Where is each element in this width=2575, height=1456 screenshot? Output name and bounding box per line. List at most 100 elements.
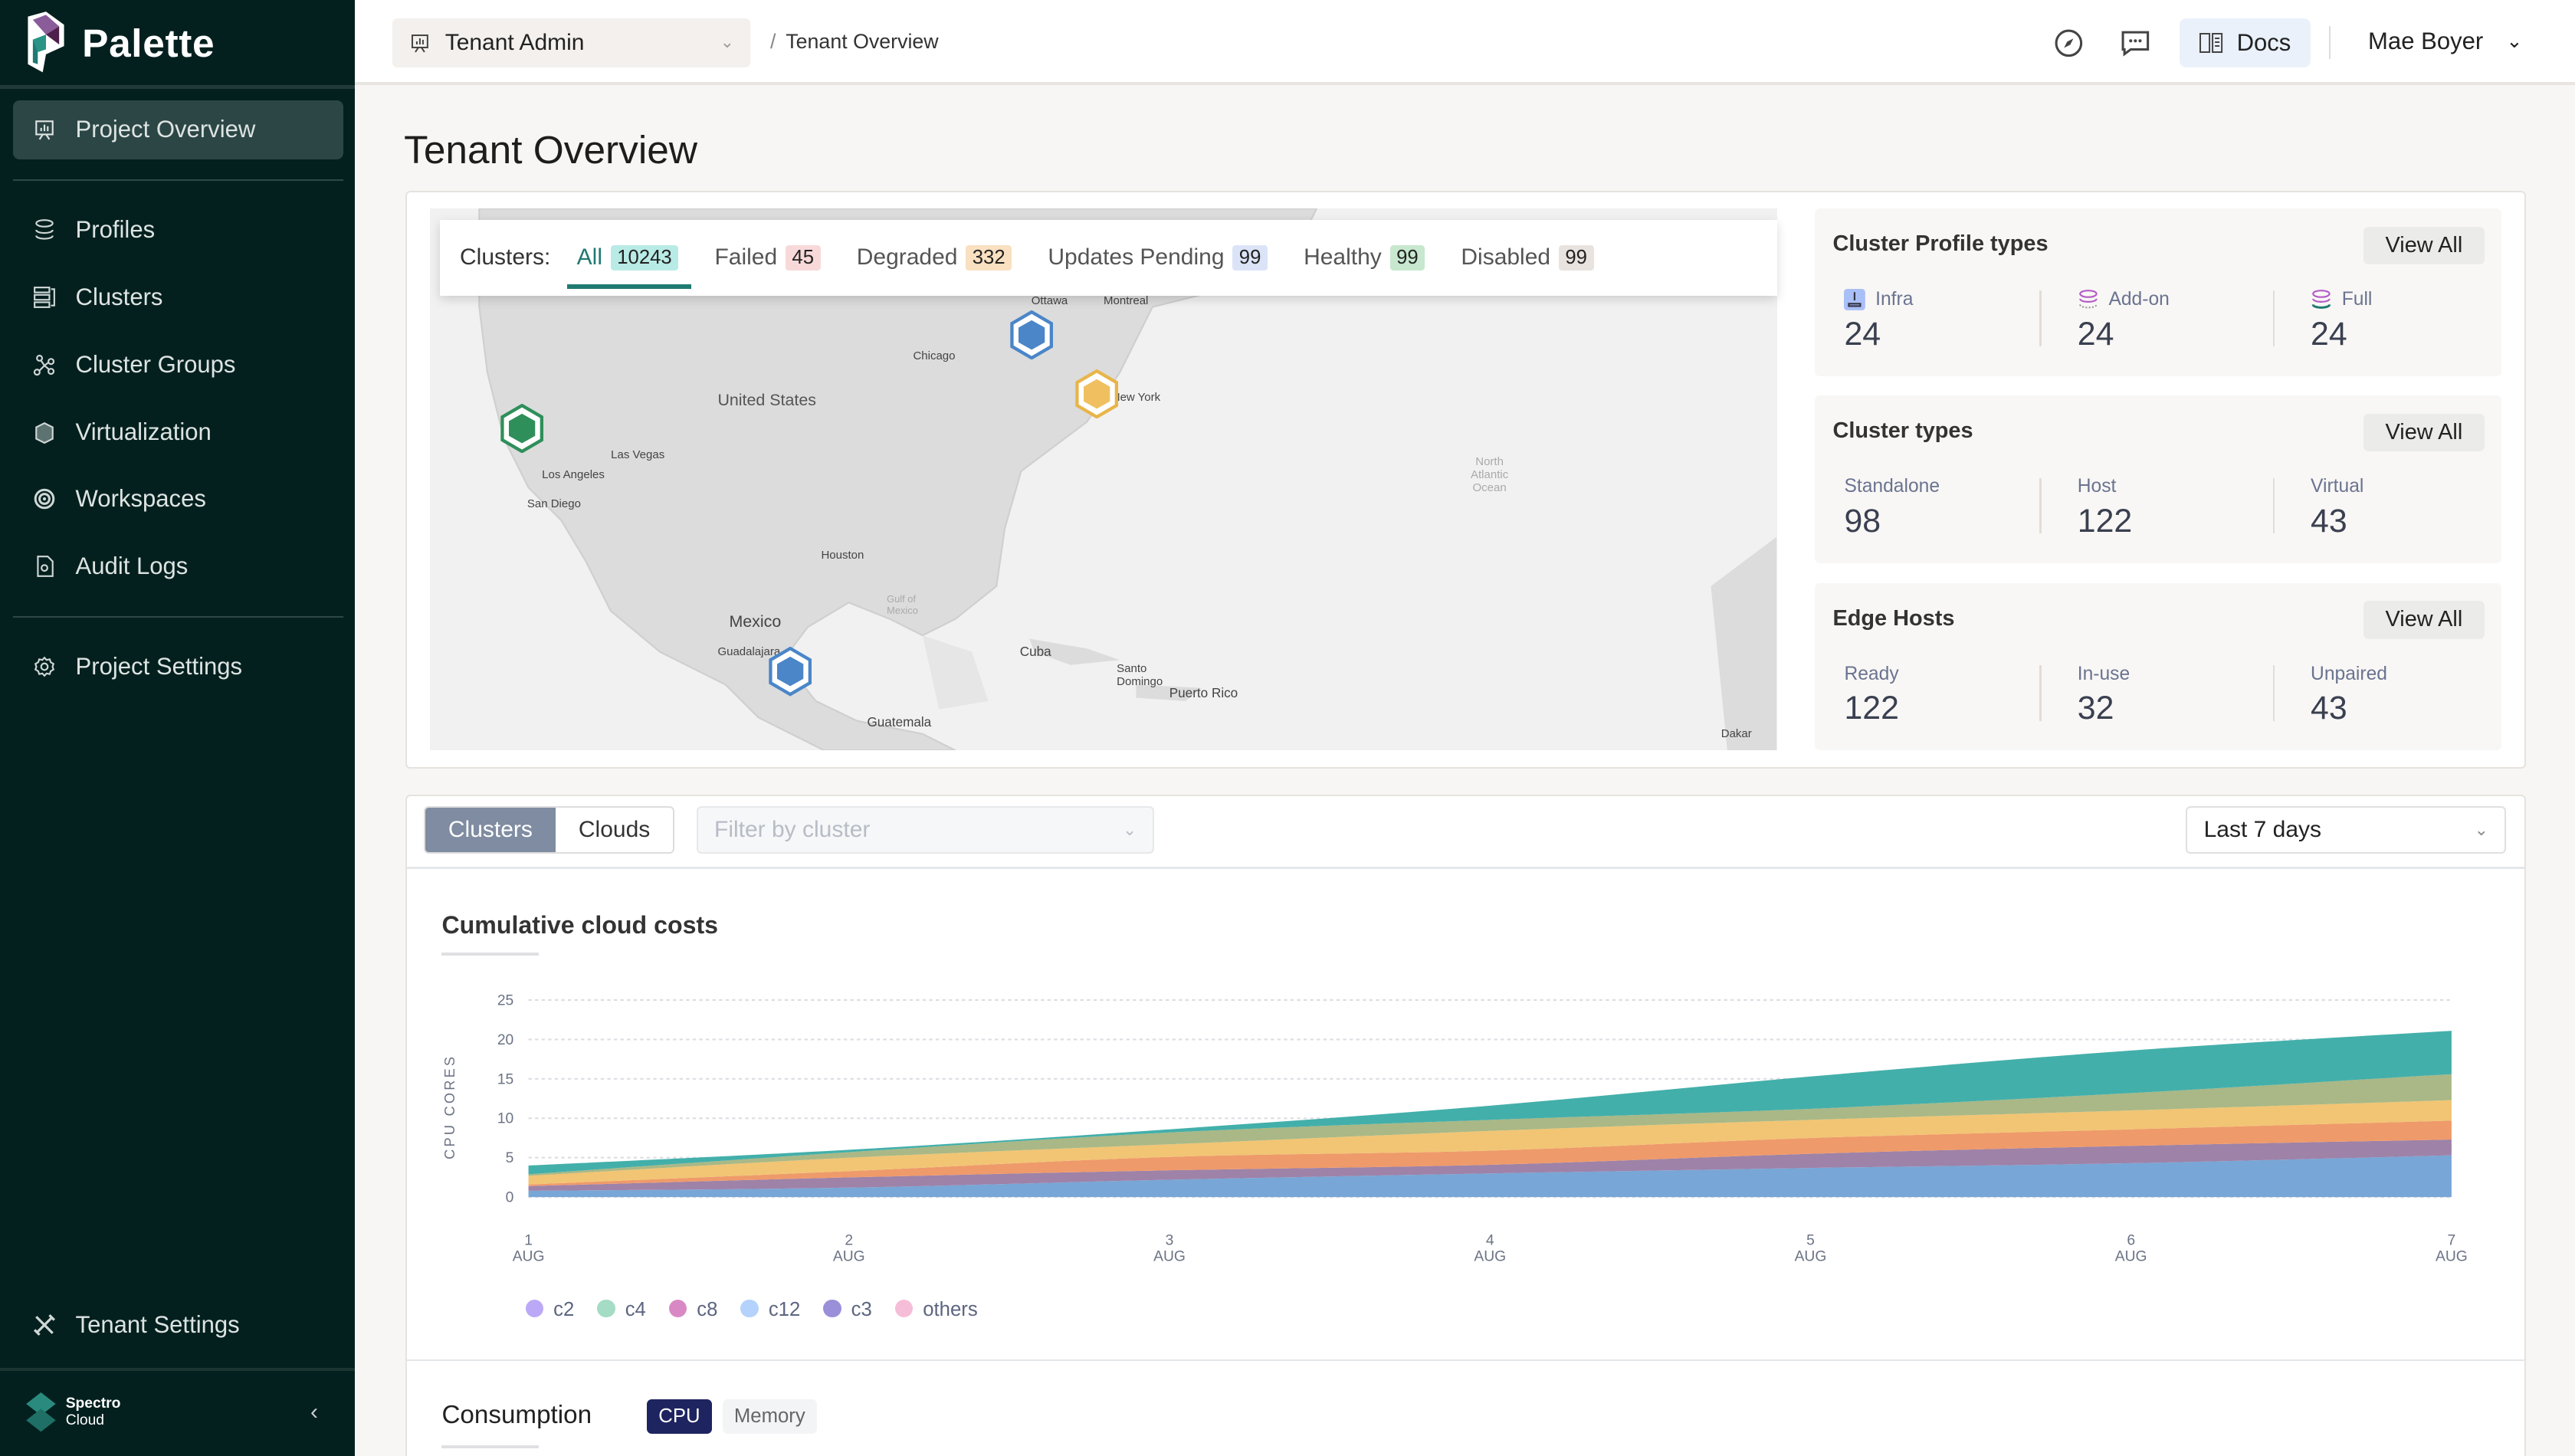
gear-icon: [34, 656, 54, 677]
tab-label: Updates Pending: [1048, 244, 1225, 271]
stat: Ready 122: [1844, 664, 2074, 727]
divider: [13, 179, 343, 181]
panel-title: Edge Hosts: [1832, 605, 1955, 631]
chevron-down-icon: ⌄: [720, 33, 734, 52]
tab-updates-pending[interactable]: Updates Pending 99: [1048, 220, 1268, 296]
layers-icon: [35, 219, 54, 240]
panel-edge-hosts: Edge Hosts View All Ready 122 In-use 32 Unpair…: [1814, 582, 2501, 751]
chevron-down-icon: ⌄: [1123, 820, 1137, 839]
cluster-marker-hexagon-icon[interactable]: [766, 647, 815, 697]
palette-logo[interactable]: Palette: [23, 10, 215, 76]
docs-label: Docs: [2236, 28, 2291, 56]
legend-item[interactable]: c2: [525, 1299, 575, 1321]
divider: [2039, 664, 2042, 721]
scope-selector-value: Tenant Admin: [444, 29, 585, 55]
cluster-marker-hexagon-icon[interactable]: [1007, 310, 1056, 360]
legend-item[interactable]: c8: [668, 1299, 717, 1321]
x-tick-sublabel: AUG: [833, 1249, 865, 1265]
tab-label: Disabled: [1461, 244, 1551, 271]
tab-count-badge: 45: [785, 244, 821, 271]
date-range-select[interactable]: Last 7 days ⌄: [2186, 806, 2507, 854]
x-tick-label: 2: [845, 1232, 854, 1248]
y-tick-label: 25: [497, 992, 513, 1008]
legend-label: c12: [768, 1299, 801, 1321]
sidebar-item-virtualization[interactable]: Virtualization: [13, 402, 343, 461]
map-label: North Atlantic Ocean: [1471, 454, 1509, 494]
view-all-button[interactable]: View All: [2363, 601, 2485, 639]
tab-all[interactable]: All 10243: [566, 220, 692, 296]
y-tick-label: 15: [497, 1071, 513, 1087]
tab-count-badge: 99: [1389, 244, 1425, 271]
sidebar-item-label: Virtualization: [75, 418, 212, 445]
sidebar-item-project-settings[interactable]: Project Settings: [13, 637, 343, 696]
chart-legend: c2 c4 c8 c12 c3 others: [525, 1299, 978, 1321]
sidebar-item-profiles[interactable]: Profiles: [13, 200, 343, 259]
tab-healthy[interactable]: Healthy 99: [1304, 220, 1425, 296]
cube-icon: [35, 421, 54, 444]
map-label: Guatemala: [867, 714, 932, 730]
divider: [2328, 26, 2331, 60]
legend-item[interactable]: c3: [823, 1299, 872, 1321]
stat-label: Standalone: [1844, 476, 1940, 497]
divider: [2039, 290, 2042, 347]
compass-icon[interactable]: [2053, 28, 2085, 59]
cluster-marker-degraded-hexagon-icon[interactable]: [1072, 369, 1121, 419]
tab-disabled[interactable]: Disabled 99: [1461, 220, 1594, 296]
docs-button[interactable]: Docs: [2179, 18, 2311, 67]
cluster-marker-healthy-hexagon-icon[interactable]: [497, 404, 546, 454]
area-series-s5: [529, 1074, 2452, 1176]
palette-logo-icon: [28, 11, 64, 73]
map-label: Cuba: [1019, 644, 1051, 659]
sidebar-item-cluster-groups[interactable]: Cluster Groups: [13, 335, 343, 394]
map-label: United States: [717, 391, 816, 409]
sidebar: Palette Project Overview Profiles Cluste…: [0, 0, 355, 1456]
filter-by-cluster-select[interactable]: Filter by cluster ⌄: [696, 806, 1155, 854]
stat-label: Infra: [1875, 289, 1914, 310]
legend-dot: [668, 1299, 687, 1318]
stat: Full 24: [2311, 289, 2541, 353]
legend-item[interactable]: c12: [740, 1299, 800, 1321]
sidebar-item-label: Workspaces: [75, 485, 206, 513]
stat-label: Unpaired: [2311, 663, 2387, 684]
x-tick-sublabel: AUG: [1795, 1249, 1827, 1265]
panel-title: Cluster types: [1832, 418, 1973, 444]
consumption-title: Consumption: [441, 1400, 592, 1429]
infra-icon: [1844, 289, 1866, 311]
map-label: Las Vegas: [611, 448, 665, 461]
legend-item[interactable]: c4: [597, 1299, 646, 1321]
map-label: Santo Domingo: [1117, 661, 1163, 688]
stat-label: In-use: [2077, 663, 2131, 684]
addon-layers-icon: [2078, 290, 2098, 309]
legend-item[interactable]: others: [894, 1299, 978, 1321]
sidebar-item-project-overview[interactable]: Project Overview: [13, 100, 343, 159]
stat-label: Add-on: [2108, 289, 2170, 310]
panel-cluster-types: Cluster types View All Standalone 98 Host 122…: [1814, 395, 2501, 563]
cluster-map[interactable]: United States Mexico Cuba Chicago Housto…: [430, 208, 1777, 751]
divider: [407, 867, 2524, 869]
view-all-button[interactable]: View All: [2363, 226, 2485, 264]
toggle-clusters[interactable]: Clusters: [425, 808, 556, 853]
tab-failed[interactable]: Failed 45: [714, 220, 821, 296]
sidebar-item-clusters[interactable]: Clusters: [13, 267, 343, 326]
user-menu[interactable]: Mae Boyer ⌄: [2368, 28, 2523, 55]
y-tick-label: 20: [497, 1032, 513, 1048]
stat-value: 24: [1844, 315, 1881, 353]
sidebar-item-audit-logs[interactable]: Audit Logs: [13, 537, 343, 596]
sidebar-item-workspaces[interactable]: Workspaces: [13, 470, 343, 529]
collapse-sidebar-chevron-icon[interactable]: ‹: [310, 1399, 318, 1425]
area-series-s2: [529, 1140, 2452, 1191]
scope-selector[interactable]: Tenant Admin ⌄: [392, 18, 751, 67]
chat-icon[interactable]: [2120, 28, 2151, 59]
breadcrumb-separator: /: [770, 29, 776, 53]
toggle-clouds[interactable]: Clouds: [578, 817, 651, 843]
consumption-tab-memory[interactable]: Memory: [722, 1399, 817, 1434]
sidebar-item-tenant-settings[interactable]: Tenant Settings: [13, 1296, 343, 1355]
panel-title: Cluster Profile types: [1832, 231, 2049, 257]
sidebar-item-label: Profiles: [75, 215, 156, 243]
tab-degraded[interactable]: Degraded 332: [857, 220, 1012, 296]
y-tick-label: 10: [497, 1111, 513, 1127]
legend-label: c2: [553, 1299, 575, 1321]
view-all-button[interactable]: View All: [2363, 414, 2485, 452]
spectro-cloud-logo-icon: [26, 1392, 56, 1432]
consumption-tab-cpu[interactable]: CPU: [647, 1399, 712, 1434]
